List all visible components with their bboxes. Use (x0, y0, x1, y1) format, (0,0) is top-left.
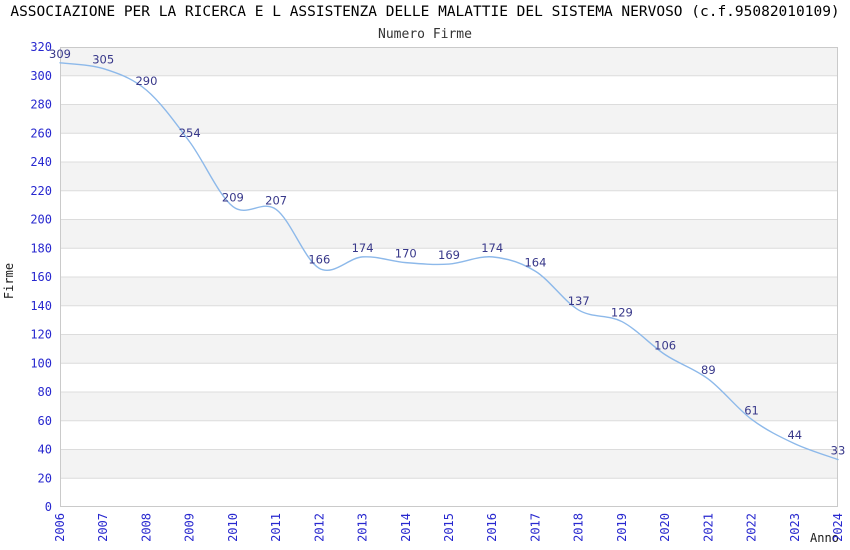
chart-subtitle: Numero Firme (378, 27, 472, 42)
x-tick-label: 2019 (615, 513, 629, 542)
y-tick-label: 240 (30, 155, 52, 169)
plot-band (60, 478, 838, 507)
x-tick-label: 2023 (788, 513, 802, 542)
data-point-label: 305 (92, 53, 114, 67)
plot-band (60, 219, 838, 249)
x-tick-label: 2021 (701, 513, 715, 542)
data-point-label: 89 (701, 363, 716, 377)
x-tick-label: 2016 (485, 513, 499, 542)
x-tick-label: 2011 (269, 513, 283, 542)
chart-title: ASSOCIAZIONE PER LA RICERCA E L ASSISTEN… (10, 4, 840, 20)
x-tick-label: 2007 (96, 513, 110, 542)
y-tick-label: 300 (30, 69, 52, 83)
y-tick-label: 220 (30, 184, 52, 198)
plot-band (60, 190, 838, 220)
data-point-label: 309 (49, 47, 71, 61)
data-point-label: 174 (352, 241, 374, 255)
data-point-label: 209 (222, 191, 244, 205)
y-tick-label: 120 (30, 328, 52, 342)
y-tick-label: 160 (30, 270, 52, 284)
y-tick-label: 260 (30, 126, 52, 140)
data-point-label: 106 (654, 339, 676, 353)
x-tick-label: 2013 (356, 513, 370, 542)
x-tick-label: 2017 (528, 513, 542, 542)
y-tick-label: 200 (30, 213, 52, 227)
plot-band (60, 47, 838, 76)
data-point-label: 166 (308, 252, 330, 266)
y-tick-label: 40 (38, 443, 52, 457)
y-tick-label: 180 (30, 241, 52, 255)
series-line (59, 62, 839, 461)
plot-band (60, 133, 838, 162)
y-tick-label: 60 (38, 414, 52, 428)
data-point-label: 290 (135, 74, 157, 88)
y-tick-label: 320 (30, 40, 52, 54)
x-tick-label: 2020 (658, 513, 672, 542)
x-tick-label: 2009 (183, 513, 197, 542)
data-point-label: 207 (265, 193, 287, 207)
plot-band (60, 420, 838, 450)
plot-band (60, 248, 838, 277)
x-tick-label: 2022 (745, 513, 759, 542)
data-point-label: 174 (481, 241, 503, 255)
data-point-label: 129 (611, 306, 633, 320)
x-tick-label: 2008 (139, 513, 153, 542)
data-point-label: 33 (831, 444, 846, 458)
x-tick-label: 2012 (312, 513, 326, 542)
plot-border (60, 47, 838, 507)
plot-band (60, 104, 838, 134)
plot-band (60, 392, 838, 421)
data-point-label: 169 (438, 248, 460, 262)
plot-band (60, 277, 838, 306)
data-point-label: 137 (568, 294, 590, 308)
data-point-label: 164 (524, 255, 546, 269)
x-tick-label: 2015 (442, 513, 456, 542)
data-point-label: 44 (787, 428, 802, 442)
y-tick-label: 20 (38, 471, 52, 485)
data-point-label: 61 (744, 403, 759, 417)
data-point-label: 170 (395, 247, 417, 261)
plot-band (60, 75, 838, 105)
data-point-label: 254 (179, 126, 201, 140)
x-tick-label: 2014 (399, 513, 413, 542)
y-tick-label: 100 (30, 356, 52, 370)
x-tick-label: 2018 (572, 513, 586, 542)
y-tick-label: 0 (45, 500, 52, 514)
x-tick-label: 2006 (53, 513, 67, 542)
plot-band (60, 334, 838, 364)
plot-band (60, 363, 838, 392)
plot-band (60, 305, 838, 335)
y-tick-label: 140 (30, 299, 52, 313)
x-tick-label: 2024 (831, 513, 845, 542)
y-tick-label: 80 (38, 385, 52, 399)
plot-band (60, 449, 838, 479)
y-tick-label: 280 (30, 98, 52, 112)
plot-band (60, 162, 838, 191)
x-tick-label: 2010 (226, 513, 240, 542)
x-axis-title: Anno (810, 531, 839, 545)
